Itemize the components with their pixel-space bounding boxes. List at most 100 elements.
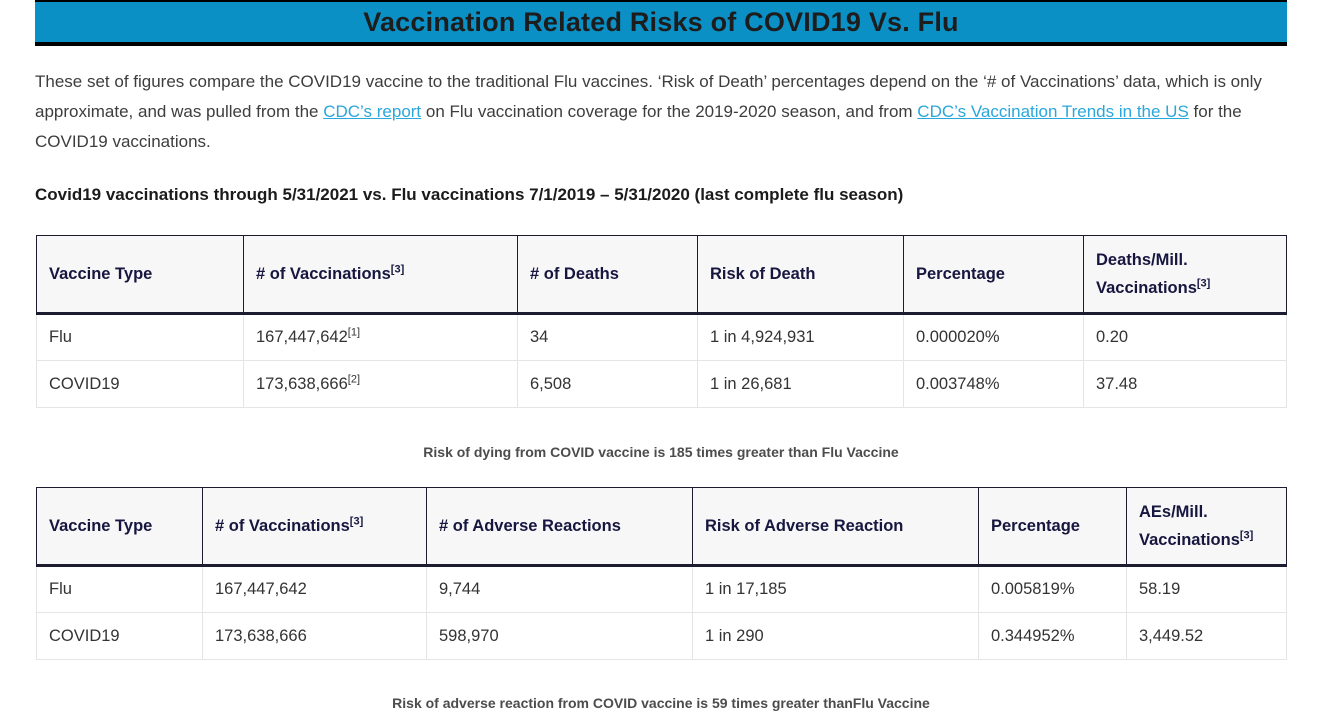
table-cell: 34 — [517, 313, 698, 361]
cell-text: 173,638,666 — [256, 374, 348, 393]
cell-text: 167,447,642 — [215, 580, 307, 598]
intro-text-3: for the COVID19 vaccinations. — [35, 102, 1242, 151]
column-header-label: Deaths/Mill. Vaccinations — [1096, 251, 1197, 297]
column-header-vaccine-type: Vaccine Type — [36, 235, 244, 315]
cell-text: 167,447,642 — [256, 328, 348, 346]
table-row-covid19: COVID19 173,638,666[2] 6,508 1 in 26,681… — [36, 360, 1287, 408]
column-header-label: # of Deaths — [530, 265, 619, 283]
deaths-table: Vaccine Type # of Vaccinations[3] # of D… — [36, 235, 1287, 408]
cell-text: 34 — [530, 328, 549, 346]
table-cell: 3,449.52 — [1126, 612, 1287, 660]
cell-text: COVID19 — [49, 626, 120, 645]
table-cell: 1 in 290 — [692, 612, 979, 660]
column-header-label: Vaccine Type — [49, 265, 153, 283]
cell-text: 0.344952% — [991, 626, 1075, 645]
deaths-table-body: Flu 167,447,642[1] 34 1 in 4,924,931 0.0… — [36, 313, 1287, 408]
cell-text: 9,744 — [439, 580, 481, 598]
footnote-ref: [1] — [347, 326, 360, 339]
table-cell: 167,447,642[1] — [243, 313, 518, 361]
adverse-table-caption: Risk of adverse reaction from COVID vacc… — [392, 695, 930, 711]
cell-text: 0.000020% — [916, 328, 1000, 346]
cell-text: 37.48 — [1096, 374, 1138, 393]
intro-paragraph: These set of figures compare the COVID19… — [35, 67, 1287, 157]
footnote-ref: [2] — [347, 373, 360, 385]
column-header-risk-of-death: Risk of Death — [697, 235, 904, 315]
table-cell: 0.003748% — [903, 360, 1084, 408]
cell-text: 3,449.52 — [1139, 626, 1204, 645]
cell-text: 6,508 — [530, 374, 572, 393]
intro-text-1: These set of figures compare the COVID19… — [35, 72, 1262, 121]
table-cell: 1 in 26,681 — [697, 360, 904, 408]
column-header-percentage: Percentage — [903, 235, 1084, 315]
column-header-num-vaccinations: # of Vaccinations[3] — [243, 235, 518, 315]
cell-text: COVID19 — [49, 374, 120, 393]
header-row: Vaccine Type # of Vaccinations[3] # of D… — [36, 235, 1287, 315]
cell-text: 1 in 26,681 — [710, 374, 792, 393]
column-header-risk-of-adverse-reaction: Risk of Adverse Reaction — [692, 487, 979, 567]
adverse-table-body: Flu 167,447,642 9,744 1 in 17,185 0.0058… — [36, 565, 1287, 660]
adverse-reactions-table: Vaccine Type # of Vaccinations[3] # of A… — [36, 487, 1287, 660]
column-header-num-adverse-reactions: # of Adverse Reactions — [426, 487, 693, 567]
table-cell: 1 in 4,924,931 — [697, 313, 904, 361]
footnote-ref: [3] — [1239, 529, 1254, 542]
column-header-label: # of Adverse Reactions — [439, 517, 621, 535]
cell-text: 1 in 290 — [705, 626, 764, 645]
table-cell: 9,744 — [426, 565, 693, 613]
table-cell: 173,638,666[2] — [243, 360, 518, 408]
table-cell: Flu — [36, 313, 244, 361]
column-header-percentage: Percentage — [978, 487, 1127, 567]
cell-text: Flu — [49, 328, 72, 346]
table-cell: 0.20 — [1083, 313, 1287, 361]
cdc-vaccination-trends-link[interactable]: CDC’s Vaccination Trends in the US — [917, 102, 1189, 121]
table-cell: 58.19 — [1126, 565, 1287, 613]
table-row-flu: Flu 167,447,642[1] 34 1 in 4,924,931 0.0… — [36, 313, 1287, 361]
table-cell: COVID19 — [36, 360, 244, 408]
table-cell: 167,447,642 — [202, 565, 427, 613]
table-cell: Flu — [36, 565, 203, 613]
column-header-label: Risk of Death — [710, 265, 816, 283]
column-header-label: # of Vaccinations — [215, 517, 350, 535]
table-cell: 598,970 — [426, 612, 693, 660]
column-header-label: AEs/Mill. Vaccinations — [1139, 503, 1240, 549]
table-cell: 0.344952% — [978, 612, 1127, 660]
footnote-ref: [3] — [390, 263, 405, 276]
column-header-num-deaths: # of Deaths — [517, 235, 698, 315]
table-row-covid19: COVID19 173,638,666 598,970 1 in 290 0.3… — [36, 612, 1287, 660]
cell-text: 0.003748% — [916, 374, 1000, 393]
table-cell: 0.000020% — [903, 313, 1084, 361]
column-header-label: Percentage — [916, 265, 1005, 283]
column-header-label: Percentage — [991, 517, 1080, 535]
adverse-table-header: Vaccine Type # of Vaccinations[3] # of A… — [36, 487, 1287, 567]
cell-text: 58.19 — [1139, 580, 1181, 598]
column-header-deaths-per-mill: Deaths/Mill. Vaccinations[3] — [1083, 235, 1287, 315]
table-cell: COVID19 — [36, 612, 203, 660]
column-header-num-vaccinations: # of Vaccinations[3] — [202, 487, 427, 567]
page-title: Vaccination Related Risks of COVID19 Vs.… — [363, 6, 959, 37]
table-cell: 37.48 — [1083, 360, 1287, 408]
footnote-ref: [3] — [349, 515, 364, 528]
intro-text-2: on Flu vaccination coverage for the 2019… — [421, 102, 918, 121]
cell-text: 1 in 17,185 — [705, 580, 787, 598]
cell-text: 0.005819% — [991, 580, 1075, 598]
cell-text: 1 in 4,924,931 — [710, 328, 815, 346]
cell-text: 0.20 — [1096, 328, 1129, 346]
column-header-vaccine-type: Vaccine Type — [36, 487, 203, 567]
table-cell: 173,638,666 — [202, 612, 427, 660]
comparison-subheading: Covid19 vaccinations through 5/31/2021 v… — [35, 185, 904, 204]
column-header-label: Vaccine Type — [49, 517, 153, 535]
table-row-flu: Flu 167,447,642 9,744 1 in 17,185 0.0058… — [36, 565, 1287, 613]
deaths-table-caption: Risk of dying from COVID vaccine is 185 … — [423, 444, 899, 460]
table-cell: 0.005819% — [978, 565, 1127, 613]
table-cell: 6,508 — [517, 360, 698, 408]
deaths-table-header: Vaccine Type # of Vaccinations[3] # of D… — [36, 235, 1287, 315]
column-header-label: Risk of Adverse Reaction — [705, 517, 904, 535]
header-row: Vaccine Type # of Vaccinations[3] # of A… — [36, 487, 1287, 567]
cell-text: 173,638,666 — [215, 626, 307, 645]
column-header-aes-per-mill: AEs/Mill. Vaccinations[3] — [1126, 487, 1287, 567]
cell-text: 598,970 — [439, 626, 499, 645]
column-header-label: # of Vaccinations — [256, 265, 391, 283]
cell-text: Flu — [49, 580, 72, 598]
page-title-bar: Vaccination Related Risks of COVID19 Vs.… — [35, 0, 1287, 46]
cdc-report-link[interactable]: CDC’s report — [323, 102, 422, 121]
